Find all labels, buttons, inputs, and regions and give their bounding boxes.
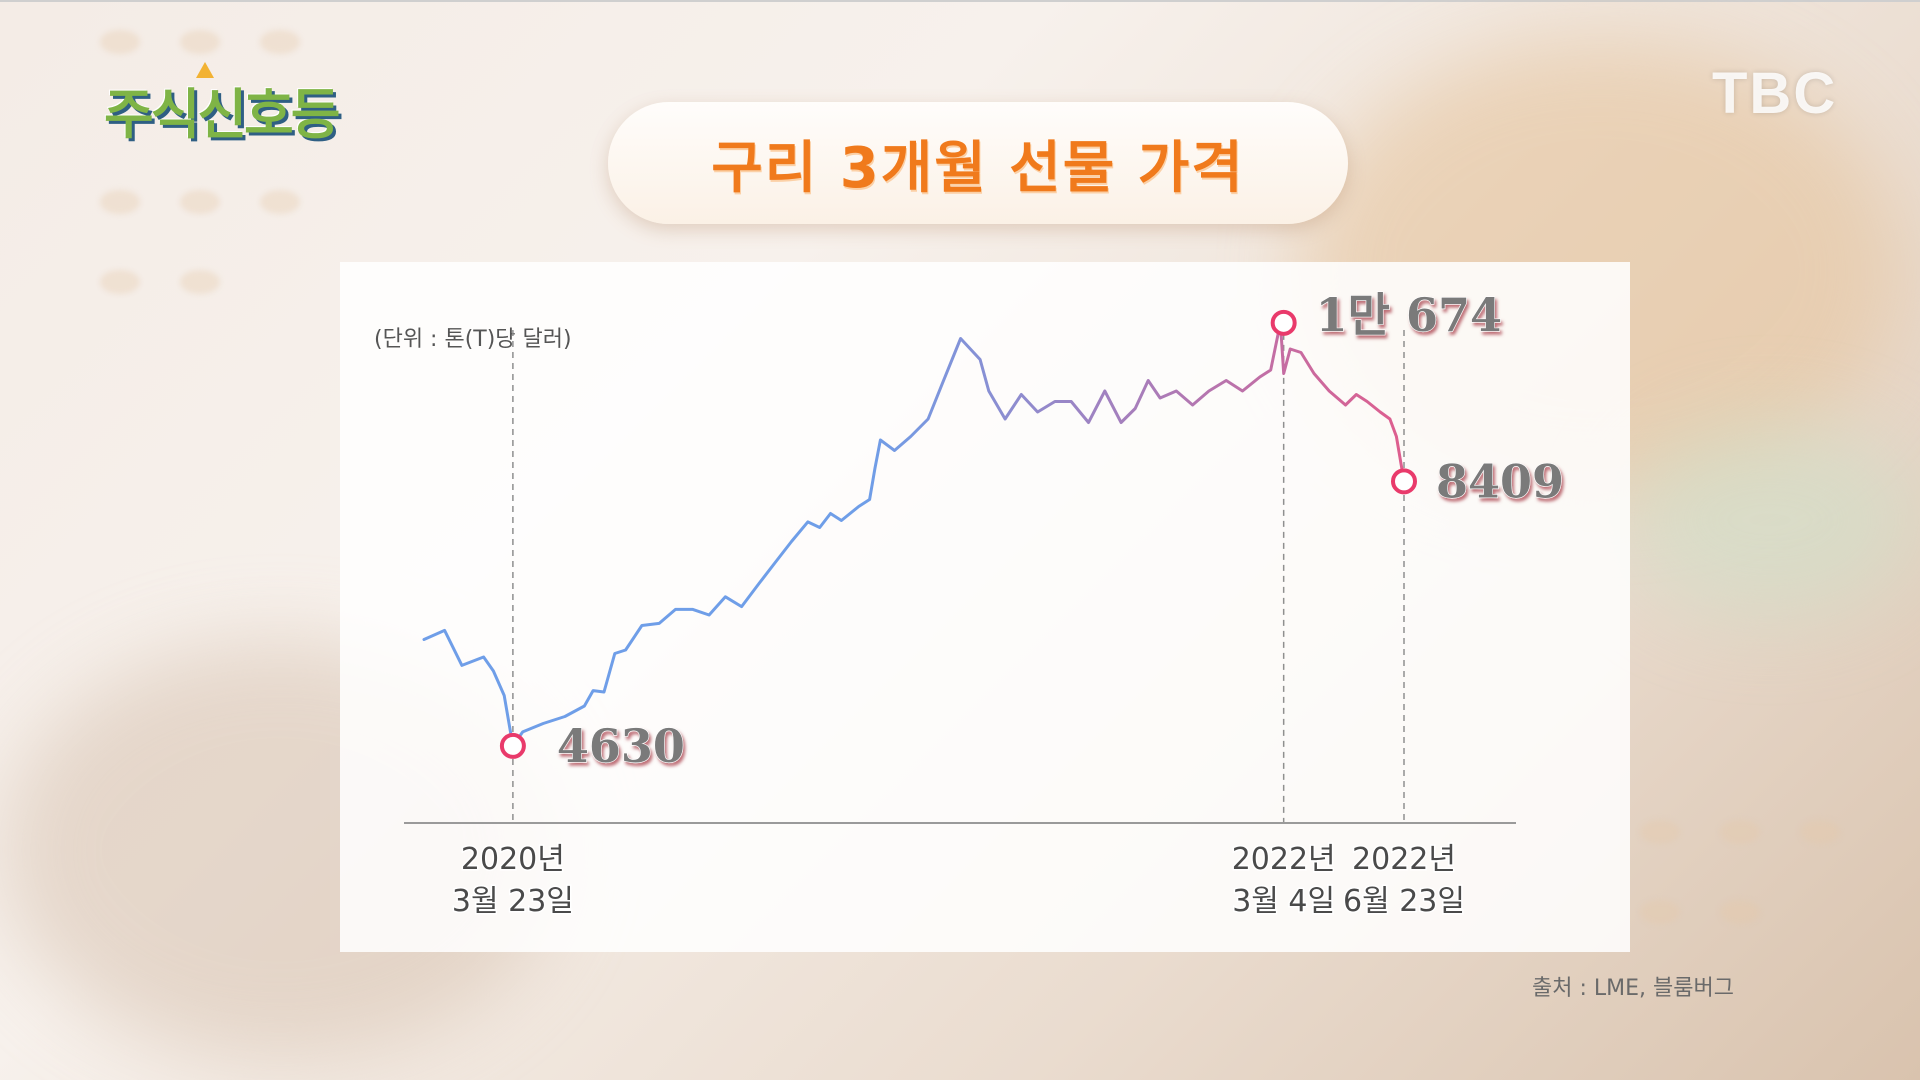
annotation-marker — [1270, 309, 1297, 336]
background-dot — [260, 30, 300, 54]
series-line-copper-price — [422, 321, 1406, 748]
x-tick-date-label: 3월 23일 — [452, 884, 574, 919]
annotation-value-label: 8409 — [1436, 454, 1564, 508]
top-border — [0, 0, 1920, 2]
x-tick-date-label: 2022년 — [1232, 842, 1336, 877]
annotation-marker — [499, 732, 526, 759]
background-dot — [180, 270, 220, 294]
background-dot — [180, 30, 220, 54]
x-tick-date-label: 2022년 — [1352, 842, 1456, 877]
chart-title: 구리 3개월 선물 가격 — [711, 135, 1245, 201]
x-tick-date-label: 3월 4일 — [1232, 884, 1335, 919]
unit-label: (단위 : 톤(T)당 달러) — [374, 327, 572, 352]
annotation-value-label: 1만 674 — [1316, 288, 1502, 342]
title-banner: 구리 3개월 선물 가격 — [608, 102, 1348, 224]
program-logo-text: 주식신호등 — [104, 83, 340, 146]
background-dot — [260, 190, 300, 214]
program-logo: 주식신호등 — [104, 62, 340, 146]
x-tick-date-label: 6월 23일 — [1343, 884, 1465, 919]
broadcaster-logo: TBC — [1712, 61, 1838, 126]
background-dot — [1640, 820, 1680, 844]
background-dot — [1640, 900, 1680, 924]
annotation-value-label: 4630 — [557, 719, 685, 773]
source-label: 출처 : LME, 블룸버그 — [1532, 976, 1734, 1001]
annotation-marker — [1391, 468, 1417, 495]
background-dot — [180, 190, 220, 214]
background-dot — [100, 270, 140, 294]
background-dot — [1720, 820, 1760, 844]
background-dot — [1720, 900, 1760, 924]
background-blur-green — [1620, 420, 1920, 620]
x-tick-date-label: 2020년 — [461, 842, 565, 877]
background-dot — [100, 30, 140, 54]
up-arrow-icon — [196, 62, 214, 78]
background-dot — [100, 190, 140, 214]
background-dot — [1800, 820, 1840, 844]
